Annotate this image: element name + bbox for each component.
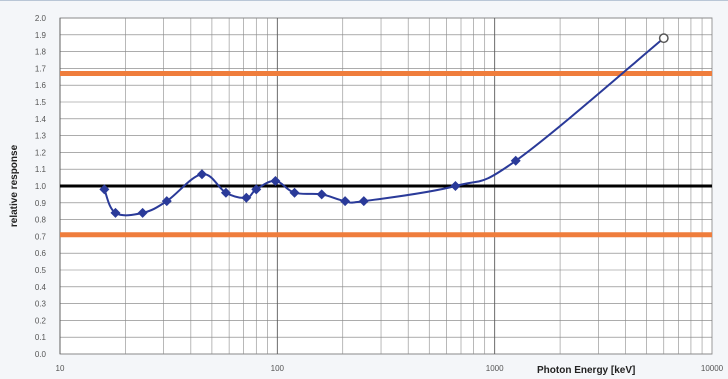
- y-tick-label: 1.3: [35, 132, 47, 141]
- data-point: [251, 184, 262, 195]
- data-point: [110, 207, 121, 218]
- data-point: [358, 196, 369, 207]
- y-tick-label: 0.0: [35, 350, 47, 359]
- data-series: [99, 33, 669, 218]
- y-tick-label: 0.5: [35, 266, 47, 275]
- y-tick-label: 1.1: [35, 165, 47, 174]
- y-tick-labels: 0.0 0.1 0.2 0.3 0.4 0.5 0.6 0.7 0.8 0.9 1.0 1.1 1.2 1…: [35, 14, 47, 359]
- data-point: [161, 196, 172, 207]
- data-point: [450, 181, 461, 191]
- data-point: [137, 207, 148, 218]
- y-tick-label: 0.8: [35, 216, 47, 225]
- x-tick-label: 10: [56, 364, 65, 373]
- data-point: [270, 175, 281, 186]
- y-tick-label: 1.0: [35, 182, 47, 191]
- y-axis-label: relative response: [9, 144, 20, 227]
- data-point: [289, 187, 300, 198]
- data-point: [241, 192, 252, 203]
- y-tick-label: 1.7: [35, 64, 47, 73]
- x-axis-label: Photon Energy [keV]: [537, 365, 635, 376]
- y-tick-label: 2.0: [35, 14, 47, 23]
- y-tick-label: 1.9: [35, 31, 47, 40]
- x-tick-label: 10000: [701, 364, 724, 373]
- data-point: [99, 184, 110, 195]
- y-tick-label: 0.4: [35, 283, 47, 292]
- y-tick-label: 0.3: [35, 300, 47, 309]
- data-point: [510, 155, 521, 166]
- y-tick-label: 0.1: [35, 333, 47, 342]
- y-tick-label: 0.9: [35, 199, 47, 208]
- x-tick-label: 1000: [486, 364, 504, 373]
- y-tick-label: 0.7: [35, 232, 47, 241]
- reference-lines: [60, 70, 712, 238]
- y-tick-label: 1.6: [35, 81, 47, 90]
- y-tick-label: 0.2: [35, 316, 47, 325]
- data-point: [220, 187, 231, 198]
- data-point: [316, 189, 327, 200]
- y-tick-label: 0.6: [35, 249, 47, 258]
- data-point: [340, 196, 351, 207]
- data-point-open: [658, 33, 669, 44]
- x-tick-labels: 10 100 1000 10000: [56, 364, 724, 373]
- data-point: [196, 169, 207, 180]
- y-tick-label: 1.8: [35, 48, 47, 57]
- y-tick-label: 1.2: [35, 148, 47, 157]
- y-tick-label: 1.5: [35, 98, 47, 107]
- y-tick-label: 1.4: [35, 115, 47, 124]
- x-tick-label: 100: [271, 364, 285, 373]
